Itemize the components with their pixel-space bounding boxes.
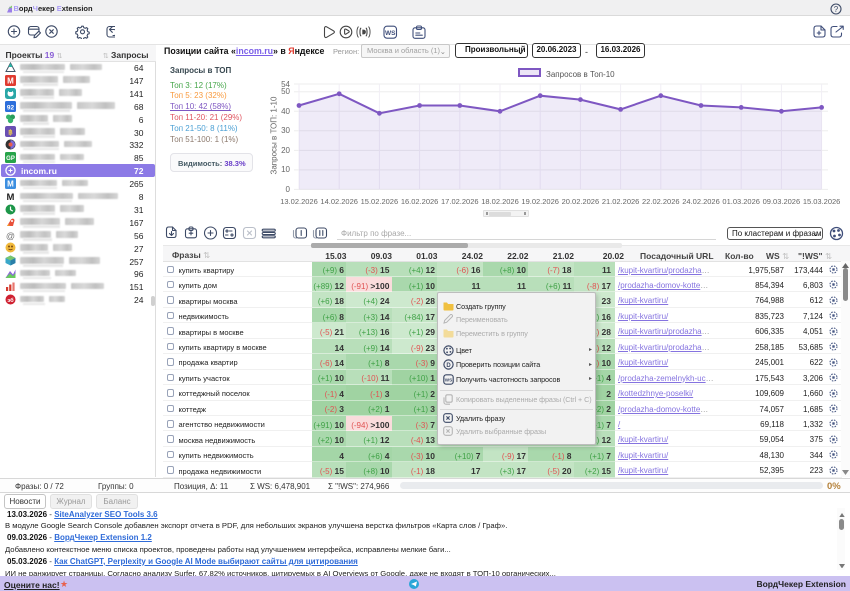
svg-text:฿: ฿ <box>8 129 13 137</box>
svg-text:WS: WS <box>445 377 452 382</box>
svg-text:M: M <box>7 76 14 85</box>
svg-text:D: D <box>446 363 451 369</box>
svg-text:GP: GP <box>6 156 15 162</box>
svg-text:M: M <box>7 192 15 202</box>
svg-text:WS: WS <box>385 30 396 37</box>
svg-text:@: @ <box>6 230 15 240</box>
svg-text:эб: эб <box>7 297 14 304</box>
svg-text:M: M <box>7 179 14 188</box>
svg-text:92: 92 <box>7 104 15 111</box>
svg-text:?: ? <box>834 5 839 14</box>
